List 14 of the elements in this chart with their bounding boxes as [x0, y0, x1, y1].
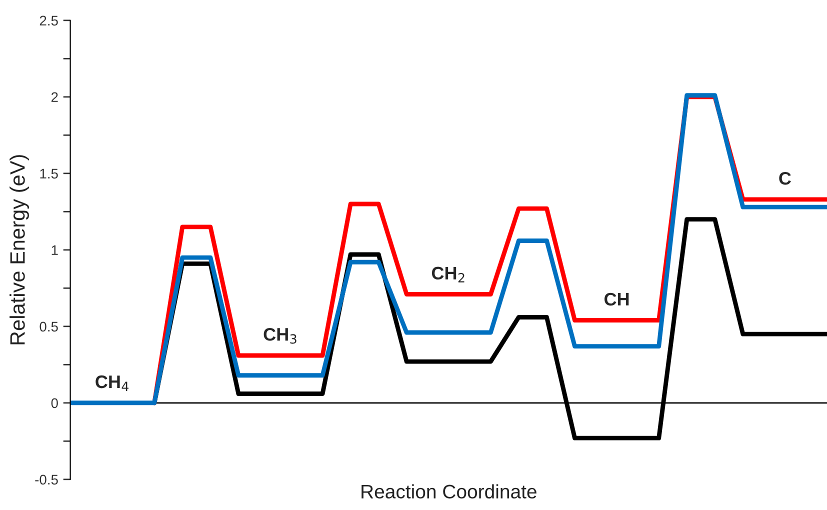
- annotation: C: [779, 172, 791, 185]
- y-axis-title: Relative Energy (eV): [10, 155, 30, 344]
- y-tick-label: 0: [51, 398, 58, 408]
- annotation: CH$_{3}$: [264, 328, 296, 344]
- y-tick-label: -0.5: [35, 474, 58, 485]
- y-tick-label: 0.5: [40, 322, 58, 332]
- y-tick-label: 2.5: [40, 16, 58, 26]
- annotation: CH$_{2}$: [432, 266, 464, 282]
- annotation: CH$_{4}$: [96, 375, 128, 391]
- y-tick-label: 2: [51, 92, 58, 102]
- x-axis-title: Reaction Coordinate: [362, 484, 536, 499]
- annotation: CH: [604, 292, 629, 306]
- y-tick-label: 1: [52, 245, 58, 255]
- y-tick-label: 1.5: [40, 168, 58, 179]
